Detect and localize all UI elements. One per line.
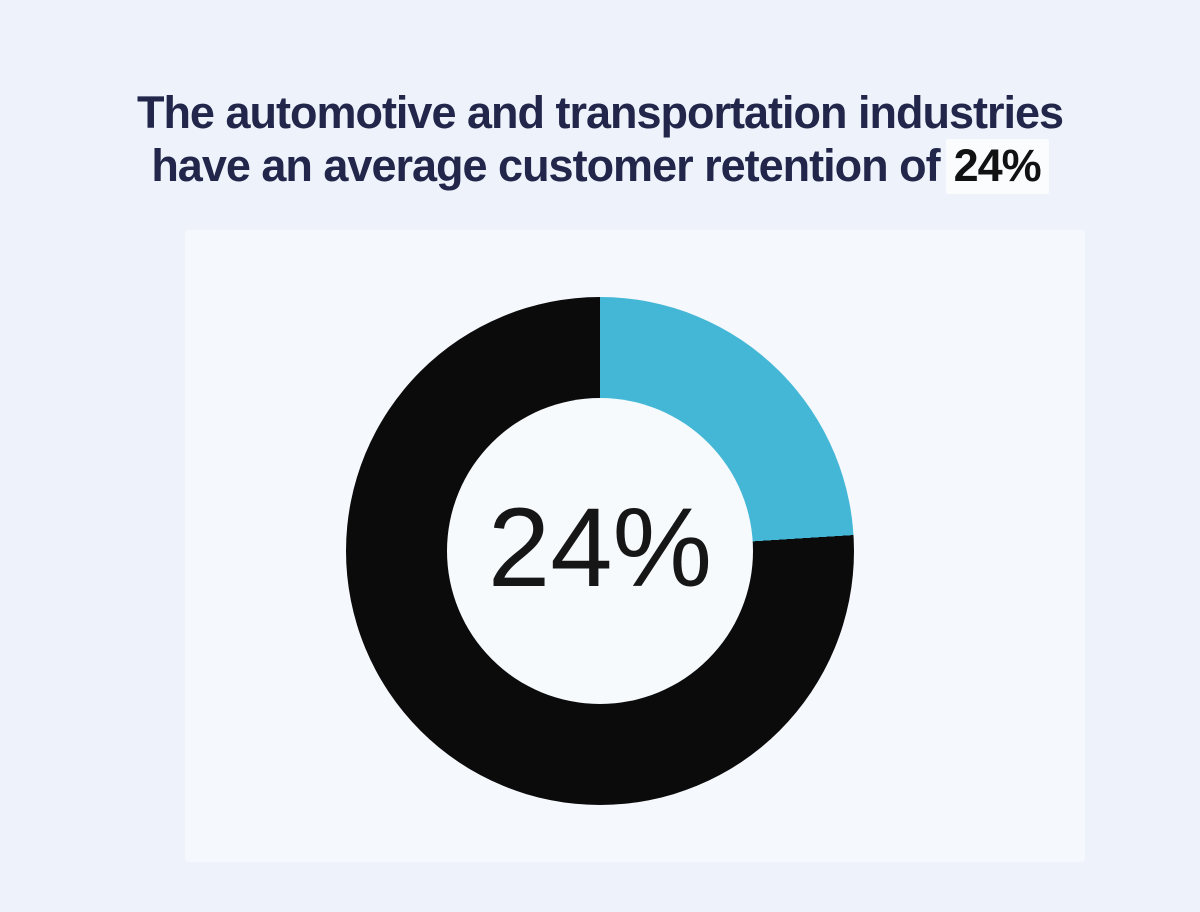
donut-center-label: 24% — [487, 485, 713, 610]
headline: The automotive and transportation indust… — [0, 86, 1200, 194]
chart-card: 24% — [185, 230, 1085, 862]
donut-chart: 24% — [346, 297, 854, 805]
headline-line2-text: have an average customer retention of — [151, 140, 940, 191]
donut-hole: 24% — [447, 398, 753, 704]
headline-line2: have an average customer retention of 24% — [151, 139, 1049, 194]
headline-percent-highlight: 24% — [945, 139, 1049, 194]
headline-line1: The automotive and transportation indust… — [136, 87, 1064, 138]
